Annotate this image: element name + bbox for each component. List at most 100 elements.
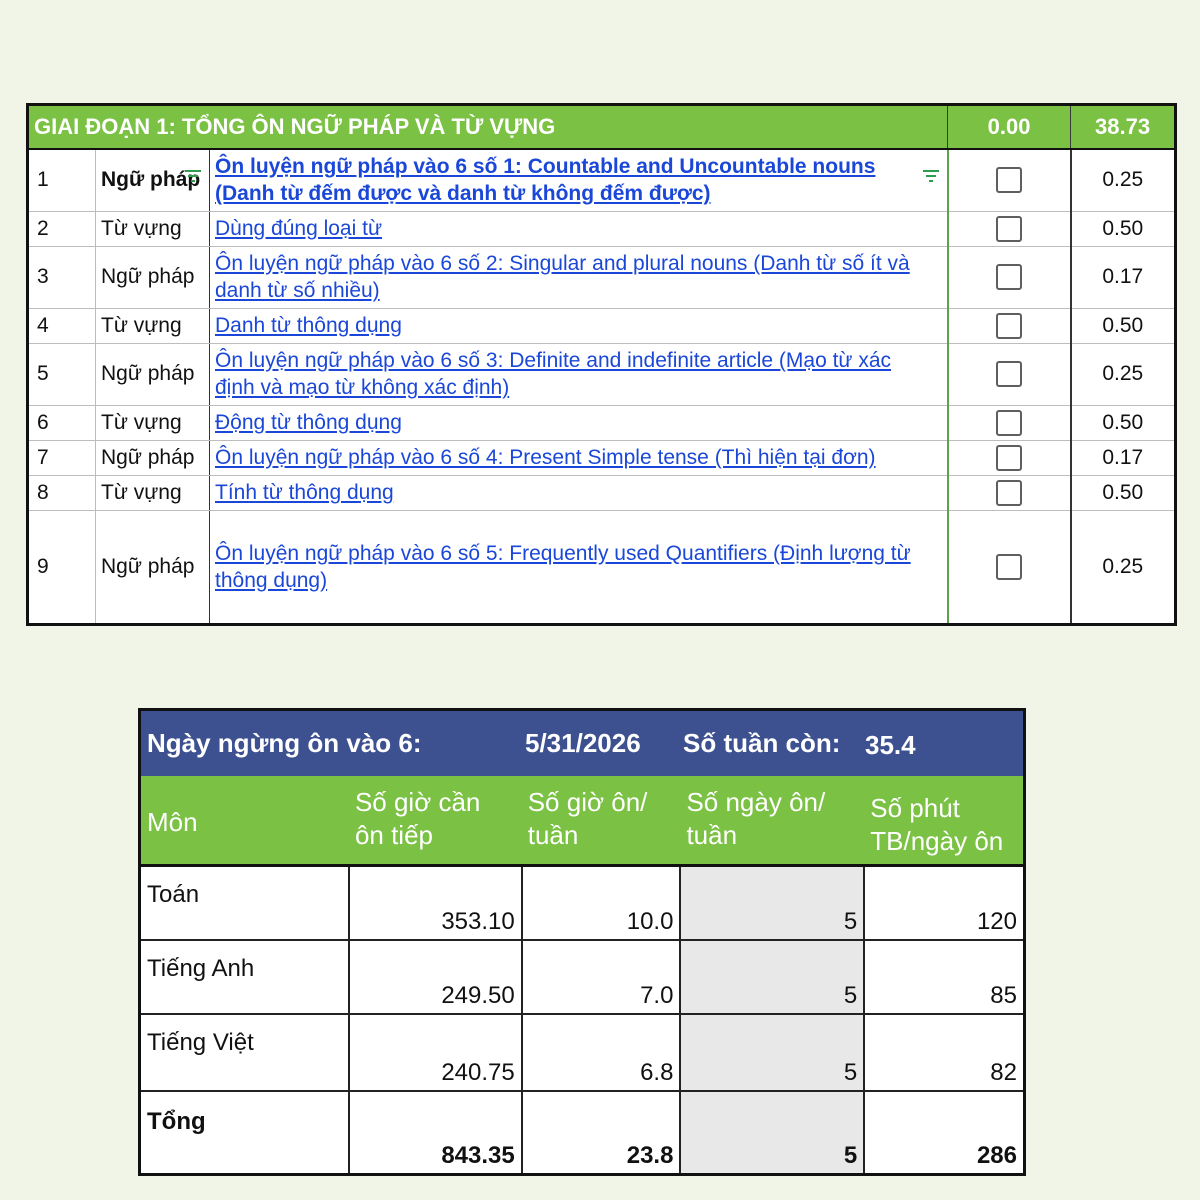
summary-row: Tiếng Anh 249.50 7.0 5 85 [141,939,1023,1015]
task-link[interactable]: Ôn luyện ngữ pháp vào 6 số 4: Present Si… [215,446,876,469]
task-checkbox[interactable] [996,409,1023,436]
task-row: 2 Từ vựng Dùng đúng loại từ 0.50 [27,210,1177,247]
filter-icon[interactable] [185,170,201,182]
task-checkbox[interactable] [996,264,1023,290]
task-link[interactable]: Ôn luyện ngữ pháp vào 6 số 2: Singular a… [215,252,910,302]
task-hours: 0.50 [1070,210,1177,247]
task-category: Ngữ pháp [101,168,201,192]
minutes-per-day: 82 [863,1013,1023,1092]
hours-per-week: 10.0 [520,864,682,941]
subject-name: Tiếng Anh [141,939,350,1015]
column-header: Môn [141,776,349,867]
total-hours-left: 843.35 [347,1090,523,1173]
task-category: Ngữ pháp [95,439,210,476]
task-checkbox[interactable] [996,361,1023,387]
task-description-cell: Danh từ thông dụng [208,307,949,344]
task-category: Ngữ pháp [95,342,210,406]
task-index: 5 [27,342,96,406]
subject-name: Toán [141,864,350,941]
task-category: Từ vựng [95,307,210,344]
total-minutes-per-day: 286 [863,1090,1023,1173]
summary-table: Ngày ngừng ôn vào 6: 5/31/2026 Số tuần c… [138,708,1026,1176]
task-hours: 0.25 [1070,148,1177,212]
task-hours: 0.50 [1070,307,1177,344]
phase-header-row: GIAI ĐOẠN 1: TỔNG ÔN NGỮ PHÁP VÀ TỪ VỰNG… [26,104,1177,150]
task-index: 1 [27,148,96,212]
task-hours: 0.17 [1070,245,1177,309]
hours-per-week: 6.8 [520,1013,682,1092]
column-header: Số ngày ôn/ tuần [680,776,865,867]
task-row: 5 Ngữ pháp Ôn luyện ngữ pháp vào 6 số 3:… [27,342,1177,406]
task-index: 3 [27,245,96,309]
days-per-week-input[interactable]: 5 [679,939,866,1015]
task-checkbox-cell [947,245,1072,309]
summary-grid: Môn Số giờ cần ôn tiếp Số giờ ôn/ tuần S… [141,776,1023,1173]
task-checkbox[interactable] [996,553,1023,580]
task-description-cell: Ôn luyện ngữ pháp vào 6 số 3: Definite a… [208,342,949,406]
task-index: 9 [27,509,96,625]
task-row: 8 Từ vựng Tính từ thông dụng 0.50 [27,474,1177,511]
task-hours: 0.25 [1070,509,1177,625]
task-checkbox-cell [947,404,1072,441]
task-description-cell: Động từ thông dụng [208,404,949,441]
hours-per-week: 7.0 [520,939,682,1015]
task-link[interactable]: Dùng đúng loại từ [215,217,383,240]
summary-row: Tiếng Việt 240.75 6.8 5 82 [141,1013,1023,1092]
task-category: Từ vựng [95,210,210,247]
total-label: Tổng [141,1090,350,1173]
subject-name: Tiếng Việt [141,1013,350,1092]
phase-total-hours: 38.73 [1070,104,1177,150]
task-checkbox[interactable] [996,215,1023,242]
task-checkbox-cell [947,148,1072,212]
weeks-left-label: Số tuần còn: [683,728,841,758]
task-checkbox-cell [947,474,1072,511]
phase-title: GIAI ĐOẠN 1: TỔNG ÔN NGỮ PHÁP VÀ TỪ VỰNG [26,104,949,150]
task-category-cell[interactable]: Ngữ pháp [95,148,210,212]
task-row: 1 Ngữ pháp Ôn luyện ngữ pháp vào 6 số 1:… [27,148,1177,212]
task-link[interactable]: Ôn luyện ngữ pháp vào 6 số 5: Frequently… [215,541,911,592]
task-checkbox[interactable] [996,312,1023,339]
task-checkbox-cell [947,509,1072,625]
summary-band: Ngày ngừng ôn vào 6: 5/31/2026 Số tuần c… [141,711,1023,776]
task-category: Ngữ pháp [95,245,210,309]
task-link[interactable]: Động từ thông dụng [215,411,402,434]
phase-progress: 0.00 [947,104,1072,150]
filter-icon[interactable] [922,170,939,182]
task-checkbox[interactable] [996,167,1023,194]
days-per-week-input[interactable]: 5 [679,1013,866,1092]
total-days-per-week: 5 [679,1090,866,1173]
task-description-cell: Ôn luyện ngữ pháp vào 6 số 1: Countable … [208,148,949,212]
task-description-cell: Ôn luyện ngữ pháp vào 6 số 5: Frequently… [208,509,949,625]
task-hours: 0.50 [1070,474,1177,511]
task-link[interactable]: Tính từ thông dụng [215,481,394,504]
task-row: 4 Từ vựng Danh từ thông dụng 0.50 [27,307,1177,344]
phase-table: GIAI ĐOẠN 1: TỔNG ÔN NGỮ PHÁP VÀ TỪ VỰNG… [26,103,1178,626]
summary-header-row: Môn Số giờ cần ôn tiếp Số giờ ôn/ tuần S… [141,776,1023,867]
hours-left: 353.10 [347,864,523,941]
task-hours: 0.50 [1070,404,1177,441]
task-checkbox-cell [947,439,1072,476]
task-category: Từ vựng [95,404,210,441]
days-per-week-input[interactable]: 5 [679,864,866,941]
task-index: 2 [27,210,96,247]
task-link[interactable]: Ôn luyện ngữ pháp vào 6 số 3: Definite a… [215,349,891,399]
total-hours-per-week: 23.8 [520,1090,682,1173]
task-checkbox[interactable] [996,479,1023,506]
task-row: 7 Ngữ pháp Ôn luyện ngữ pháp vào 6 số 4:… [27,439,1177,476]
weeks-left-value: 35.4 [865,730,916,760]
task-description-cell: Ôn luyện ngữ pháp vào 6 số 4: Present Si… [208,439,949,476]
stop-date-value: 5/31/2026 [525,728,641,758]
hours-left: 249.50 [347,939,523,1015]
column-header: Số giờ ôn/ tuần [521,776,681,867]
task-description-cell: Ôn luyện ngữ pháp vào 6 số 2: Singular a… [208,245,949,309]
task-description-cell: Tính từ thông dụng [208,474,949,511]
task-row: 9 Ngữ pháp Ôn luyện ngữ pháp vào 6 số 5:… [27,509,1177,625]
task-link[interactable]: Ôn luyện ngữ pháp vào 6 số 1: Countable … [215,155,876,206]
task-checkbox-cell [947,210,1072,247]
task-row: 6 Từ vựng Động từ thông dụng 0.50 [27,404,1177,441]
task-category: Từ vựng [95,474,210,511]
task-link[interactable]: Danh từ thông dụng [215,314,402,337]
task-checkbox-cell [947,342,1072,406]
task-checkbox[interactable] [996,444,1023,471]
summary-row: Toán 353.10 10.0 5 120 [141,864,1023,941]
